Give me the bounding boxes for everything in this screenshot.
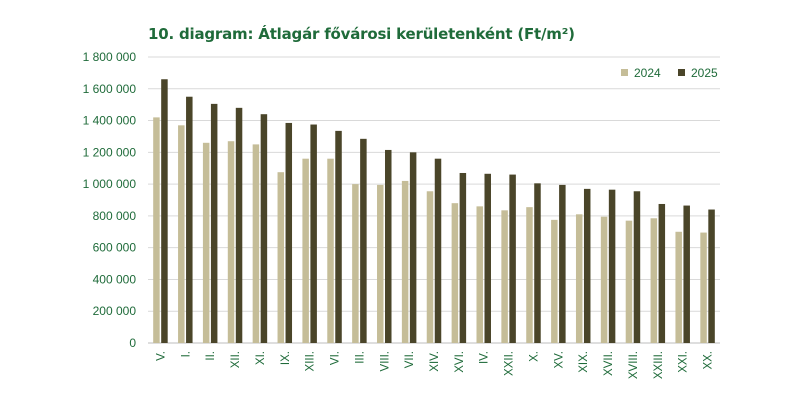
x-category-label: XIV. bbox=[429, 351, 441, 372]
x-category-label: XXII. bbox=[504, 351, 516, 376]
chart-title: 10. diagram: Átlagár fővárosi kerületenk… bbox=[148, 25, 575, 43]
bar-2025-VI bbox=[335, 130, 342, 343]
bar-2025-XIII bbox=[310, 124, 317, 344]
x-category-label: XIX. bbox=[578, 351, 590, 373]
x-category-label: V. bbox=[155, 351, 167, 361]
bar-2025-X bbox=[534, 183, 541, 343]
bar-2025-XXII bbox=[509, 174, 516, 343]
y-tick-label: 200 000 bbox=[93, 304, 137, 318]
y-tick-label: 0 bbox=[129, 336, 136, 350]
x-category-label: II. bbox=[205, 351, 217, 361]
x-category-label: VIII. bbox=[379, 351, 391, 371]
bar-2024-XX bbox=[700, 232, 707, 343]
bar-2024-XXII bbox=[501, 210, 508, 343]
bar-2024-I bbox=[178, 125, 185, 343]
bar-2025-XV bbox=[559, 184, 566, 343]
bar-2024-VI bbox=[327, 158, 334, 343]
bar-2025-II bbox=[210, 103, 218, 343]
bar-2025-I bbox=[186, 96, 193, 343]
bar-2025-XXIII bbox=[658, 203, 666, 343]
y-tick-label: 1 800 000 bbox=[83, 50, 137, 64]
legend: 2024 2025 bbox=[621, 66, 718, 80]
bar-2025-IV bbox=[484, 173, 491, 343]
bar-2025-VIII bbox=[385, 149, 392, 343]
x-category-label: VI. bbox=[330, 351, 342, 365]
x-category-label: III. bbox=[354, 351, 366, 364]
x-category-label: I. bbox=[180, 351, 192, 357]
bar-2024-II bbox=[202, 142, 210, 343]
bar-2024-X bbox=[526, 207, 533, 343]
x-category-label: XIII. bbox=[305, 351, 317, 371]
bar-2025-XIV bbox=[434, 158, 442, 343]
bar-2025-III bbox=[360, 138, 367, 343]
x-category-label: XV. bbox=[553, 351, 565, 368]
y-tick-label: 1 400 000 bbox=[83, 114, 137, 128]
bar-2025-XXI bbox=[683, 205, 690, 343]
bar-2024-XVIII bbox=[625, 220, 633, 343]
x-category-label: IV. bbox=[479, 351, 491, 364]
y-axis-ticks: 0 200 000 400 000 600 000 800 000 1 000 000 1 … bbox=[83, 50, 137, 350]
x-category-label: XVII. bbox=[603, 351, 615, 376]
bar-2024-XIX bbox=[575, 214, 583, 343]
x-category-label: XVIII. bbox=[628, 351, 640, 379]
bars bbox=[153, 79, 715, 344]
bar-2024-XIII bbox=[302, 158, 309, 343]
bar-2025-XII bbox=[235, 107, 243, 343]
bar-2024-XVI bbox=[451, 203, 459, 343]
x-category-label: XXI. bbox=[678, 351, 690, 373]
bar-2024-XI bbox=[252, 144, 260, 343]
y-tick-label: 1 200 000 bbox=[83, 145, 137, 159]
x-category-label: XX. bbox=[703, 351, 715, 370]
gridlines bbox=[148, 56, 720, 344]
bar-2024-XVII bbox=[600, 216, 608, 343]
x-category-label: XII. bbox=[230, 351, 242, 368]
bar-2024-V bbox=[153, 117, 160, 343]
x-category-label: X. bbox=[528, 351, 540, 362]
legend-swatch-2024 bbox=[621, 69, 628, 76]
bar-2024-XII bbox=[227, 141, 235, 343]
x-axis-categories: V. I. II. XII. XI. IX. XIII. VI. III. VIII. VII. XI… bbox=[155, 351, 714, 379]
x-category-label: XXIII. bbox=[653, 351, 665, 379]
x-category-label: VII. bbox=[404, 351, 416, 368]
y-tick-label: 800 000 bbox=[93, 209, 137, 223]
bar-2025-XI bbox=[260, 114, 268, 343]
x-category-label: XI. bbox=[255, 351, 267, 365]
bar-2024-IX bbox=[277, 172, 285, 343]
bar-2024-XXIII bbox=[650, 218, 658, 343]
bar-2024-XXI bbox=[675, 231, 682, 343]
bar-2024-VIII bbox=[377, 184, 384, 343]
bar-2024-VII bbox=[401, 180, 409, 343]
bar-2025-XVII bbox=[608, 189, 616, 343]
y-tick-label: 400 000 bbox=[93, 272, 137, 286]
legend-swatch-2025 bbox=[678, 69, 685, 76]
bar-2025-XVI bbox=[459, 172, 467, 343]
bar-2025-IX bbox=[285, 122, 293, 343]
bar-2025-VII bbox=[409, 152, 417, 343]
bar-2024-XV bbox=[551, 219, 558, 343]
bar-2025-XVIII bbox=[633, 191, 641, 343]
bar-2024-III bbox=[352, 184, 359, 343]
y-tick-label: 1 600 000 bbox=[83, 82, 137, 96]
bar-2025-XX bbox=[708, 209, 715, 343]
bar-2025-XIX bbox=[583, 188, 591, 343]
y-tick-label: 600 000 bbox=[93, 241, 137, 255]
bar-2024-XIV bbox=[426, 191, 434, 343]
bar-2025-V bbox=[161, 79, 168, 343]
x-category-label: XVI. bbox=[454, 351, 466, 373]
y-tick-label: 1 000 000 bbox=[83, 177, 137, 191]
x-category-label: IX. bbox=[280, 351, 292, 365]
legend-label-2024: 2024 bbox=[634, 66, 661, 80]
legend-label-2025: 2025 bbox=[691, 66, 718, 80]
bar-2024-IV bbox=[476, 206, 483, 343]
